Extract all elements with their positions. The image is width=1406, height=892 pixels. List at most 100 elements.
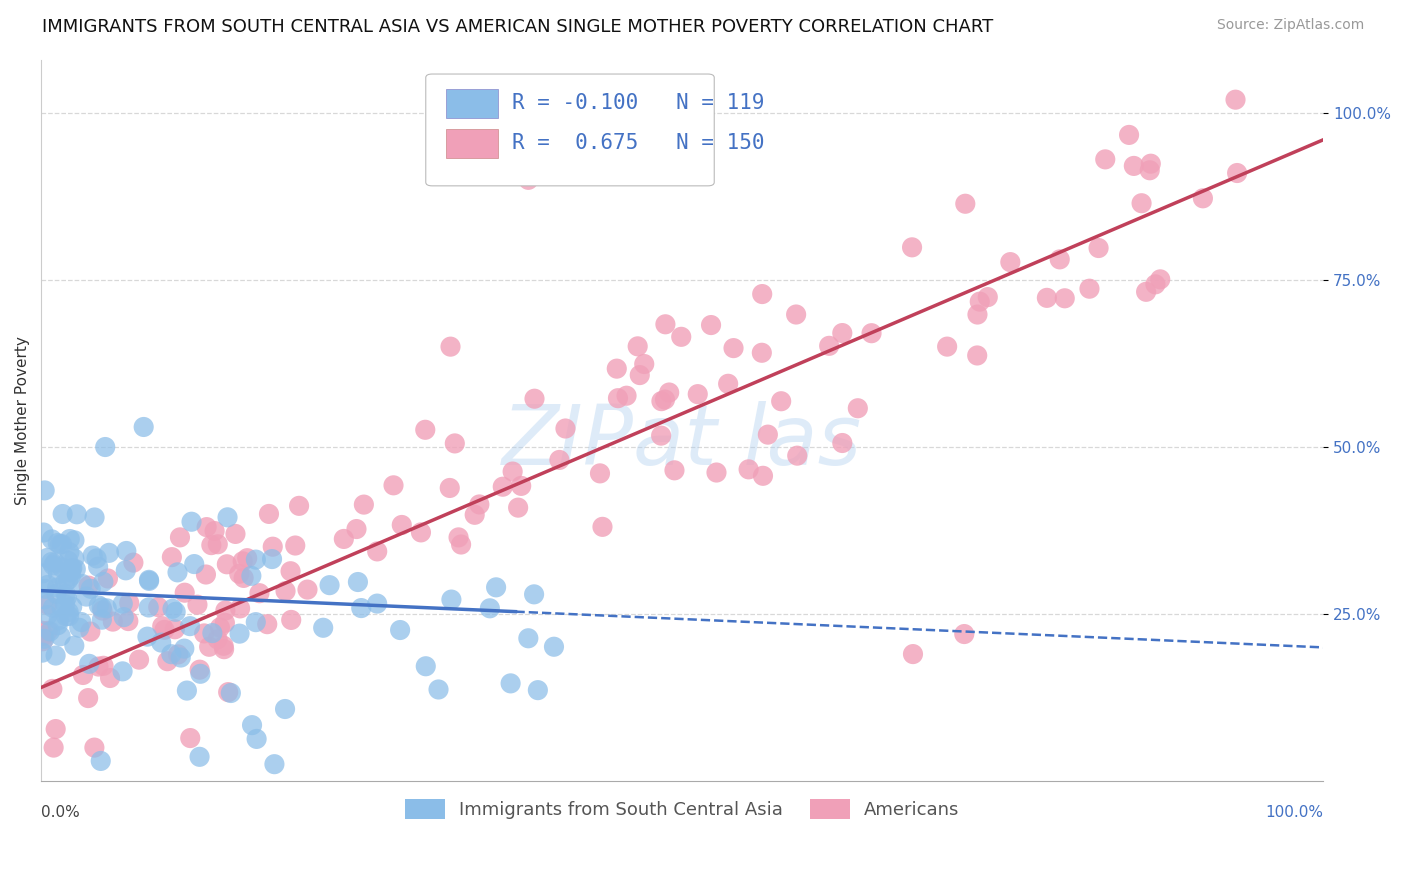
Point [45, 648, 67, 663]
Point [212, 642, 235, 657]
Legend: Immigrants from South Central Asia, Americans: Immigrants from South Central Asia, Amer… [398, 792, 967, 826]
Point [176, 683, 198, 698]
Point [30, 624, 52, 638]
Point [179, 619, 201, 633]
Point [63, 639, 86, 653]
Point [658, 385, 681, 400]
Point [53, 575, 76, 590]
Point [770, 394, 793, 409]
Point [499, 676, 522, 690]
Point [51, 561, 73, 575]
Point [160, 550, 183, 565]
Point [592, 520, 614, 534]
Point [508, 500, 530, 515]
Point [163, 622, 186, 636]
Point [58, 545, 80, 559]
Text: Source: ZipAtlas.com: Source: ZipAtlas.com [1216, 18, 1364, 32]
Point [256, 617, 278, 632]
Point [37, 578, 59, 592]
Point [207, 537, 229, 551]
Point [297, 582, 319, 597]
Point [347, 574, 370, 589]
Point [41, 533, 63, 547]
Point [208, 620, 231, 634]
Point [179, 731, 201, 745]
Point [46, 536, 69, 550]
Point [77, 691, 100, 706]
Point [193, 626, 215, 640]
Point [97, 572, 120, 586]
Point [527, 683, 550, 698]
Point [166, 566, 188, 580]
Point [1149, 272, 1171, 286]
Point [34, 483, 56, 498]
Point [186, 598, 208, 612]
Point [207, 632, 229, 647]
Point [60, 561, 83, 575]
Point [180, 515, 202, 529]
Point [58, 609, 80, 624]
Point [1094, 153, 1116, 167]
Point [91, 604, 114, 618]
Point [188, 663, 211, 677]
Point [389, 623, 412, 637]
Point [240, 718, 263, 732]
Point [1139, 157, 1161, 171]
Point [37, 598, 59, 612]
Point [111, 597, 134, 611]
Point [280, 564, 302, 578]
FancyBboxPatch shape [446, 128, 498, 158]
Point [382, 478, 405, 492]
Text: 0.0%: 0.0% [41, 805, 80, 820]
Point [42, 600, 65, 615]
Point [1049, 252, 1071, 267]
Point [936, 340, 959, 354]
Point [260, 552, 283, 566]
Point [165, 605, 187, 619]
Text: R =  0.675   N = 150: R = 0.675 N = 150 [512, 133, 765, 153]
Point [65, 562, 87, 576]
Point [138, 600, 160, 615]
Text: IMMIGRANTS FROM SOUTH CENTRAL ASIA VS AMERICAN SINGLE MOTHER POVERTY CORRELATION: IMMIGRANTS FROM SOUTH CENTRAL ASIA VS AM… [42, 18, 994, 36]
Point [169, 530, 191, 544]
Point [232, 554, 254, 568]
Point [111, 665, 134, 679]
Point [607, 139, 630, 153]
Point [86, 551, 108, 566]
Point [51, 600, 73, 615]
Point [464, 508, 486, 522]
Point [37, 624, 59, 638]
Point [214, 603, 236, 617]
Point [217, 510, 239, 524]
Point [195, 520, 218, 534]
Point [49, 537, 72, 551]
Point [63, 551, 86, 566]
Point [45, 587, 67, 601]
Point [492, 480, 515, 494]
Point [170, 650, 193, 665]
Point [42, 558, 65, 573]
Point [115, 544, 138, 558]
Point [439, 340, 461, 354]
Point [63, 533, 86, 548]
Point [224, 527, 246, 541]
Point [49, 629, 72, 643]
Point [671, 330, 693, 344]
Point [82, 549, 104, 563]
Point [346, 522, 368, 536]
Point [409, 525, 432, 540]
Point [977, 290, 1000, 304]
Point [485, 580, 508, 594]
Point [723, 341, 745, 355]
Point [288, 499, 311, 513]
Point [96, 601, 118, 615]
Point [350, 601, 373, 615]
Point [443, 436, 465, 450]
Point [112, 610, 135, 624]
Point [32, 629, 55, 643]
Point [83, 510, 105, 524]
Point [138, 573, 160, 587]
Point [117, 614, 139, 628]
Point [228, 566, 250, 581]
Point [31, 646, 53, 660]
